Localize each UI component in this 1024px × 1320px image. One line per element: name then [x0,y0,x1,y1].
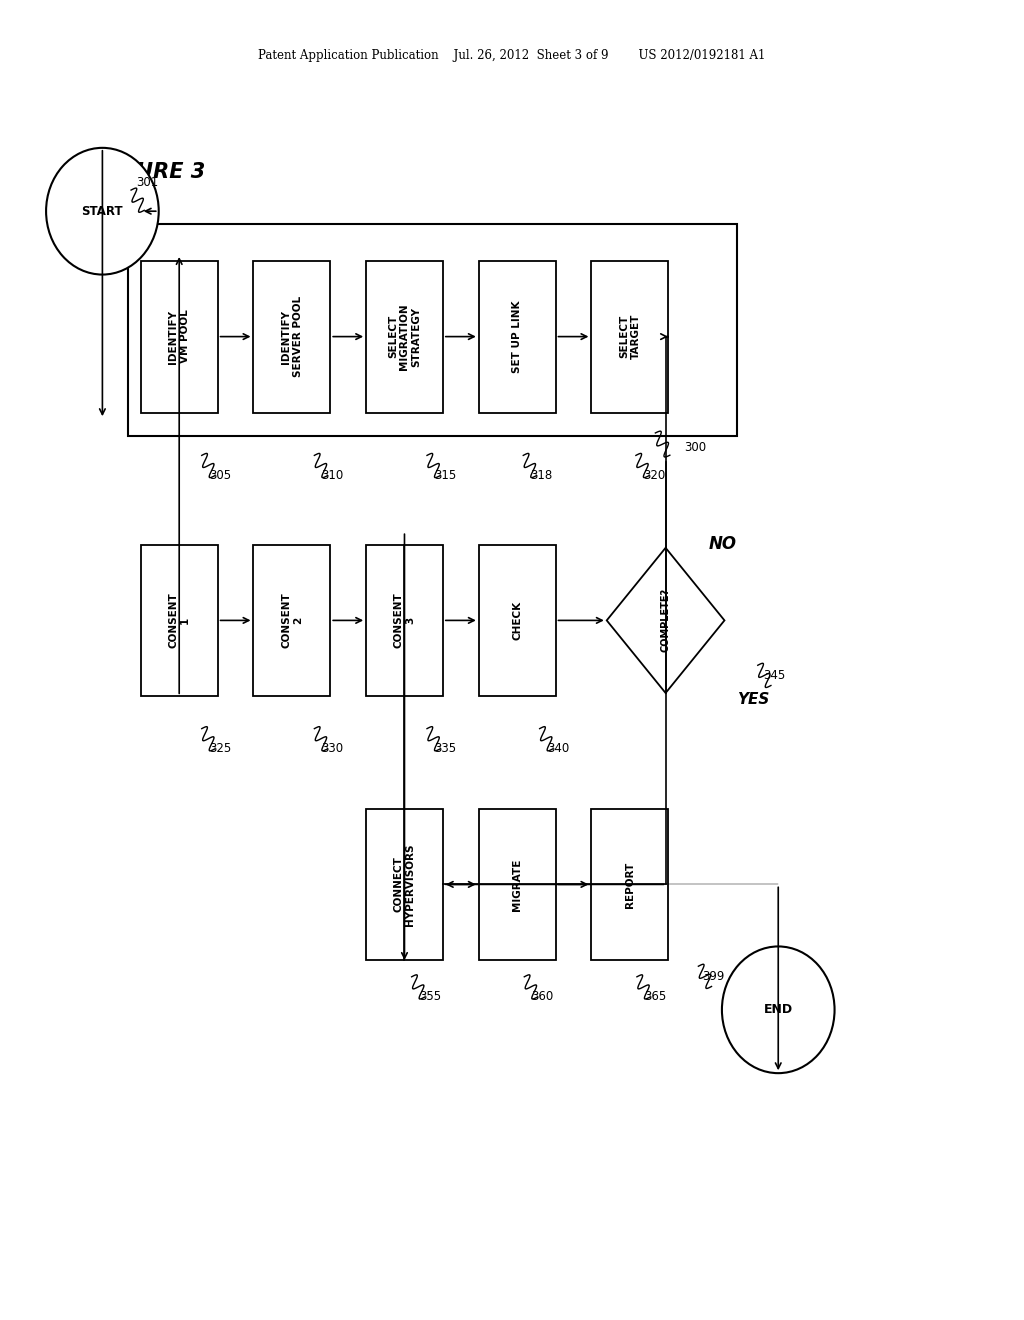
Text: SET UP LINK: SET UP LINK [512,301,522,372]
Text: REPORT: REPORT [625,861,635,908]
Bar [140,261,217,412]
Bar [479,808,555,961]
Text: 345: 345 [763,669,785,682]
Bar [592,261,668,412]
Ellipse shape [722,946,835,1073]
Text: 340: 340 [547,742,569,755]
Text: CONNECT
HYPERVISORS: CONNECT HYPERVISORS [393,843,416,925]
Text: FIGURE 3: FIGURE 3 [97,161,206,182]
Text: MIGRATE: MIGRATE [512,858,522,911]
Bar [367,808,443,961]
Bar [367,261,443,412]
Text: END: END [764,1003,793,1016]
Text: 310: 310 [322,469,344,482]
Text: 360: 360 [531,990,554,1003]
Polygon shape [606,548,725,693]
Bar [140,544,217,697]
Text: SELECT
MIGRATION
STRATEGY: SELECT MIGRATION STRATEGY [388,304,421,370]
Text: CHECK: CHECK [512,601,522,640]
Text: 301: 301 [136,176,159,189]
Bar [253,544,330,697]
Text: 399: 399 [702,970,725,983]
Text: CONSENT
3: CONSENT 3 [393,593,416,648]
Text: CONSENT
1: CONSENT 1 [168,593,190,648]
Text: 330: 330 [322,742,344,755]
Text: 335: 335 [434,742,457,755]
Bar [128,224,737,436]
Text: IDENTIFY
SERVER POOL: IDENTIFY SERVER POOL [281,296,303,378]
Text: IDENTIFY
VM POOL: IDENTIFY VM POOL [168,310,190,363]
Bar [479,261,555,412]
Text: COMPLETE?: COMPLETE? [660,589,671,652]
Ellipse shape [46,148,159,275]
Text: 320: 320 [643,469,666,482]
Text: SELECT
TARGET: SELECT TARGET [618,314,641,359]
Text: 305: 305 [209,469,231,482]
Bar [253,261,330,412]
Text: 300: 300 [684,441,707,454]
Text: 325: 325 [209,742,231,755]
Text: 365: 365 [644,990,667,1003]
Text: YES: YES [737,692,770,708]
Bar [592,808,668,961]
Bar [367,544,443,697]
Text: 315: 315 [434,469,457,482]
Text: 355: 355 [419,990,441,1003]
Text: Patent Application Publication    Jul. 26, 2012  Sheet 3 of 9        US 2012/019: Patent Application Publication Jul. 26, … [258,49,766,62]
Text: START: START [82,205,123,218]
Bar [479,544,555,697]
Text: 318: 318 [530,469,553,482]
Text: CONSENT
2: CONSENT 2 [281,593,303,648]
Text: NO: NO [709,535,736,553]
